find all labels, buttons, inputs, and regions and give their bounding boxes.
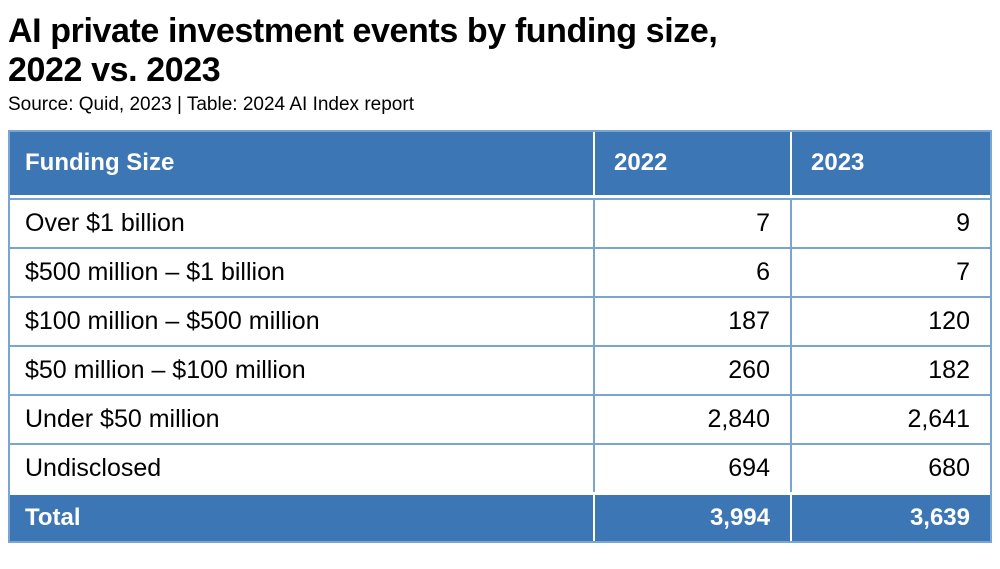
row-value-2023: 9 [956,208,970,237]
row-label: Over $1 billion [10,199,595,247]
page: AI private investment events by funding … [8,12,992,543]
table-total-row: Total 3,994 3,639 [10,494,990,541]
table-row: Under $50 million 2,840 2,641 [10,393,990,443]
table-row: $500 million – $1 billion 6 7 [10,246,990,296]
table-header-row: Funding Size 2022 2023 [10,131,990,195]
table-row: $100 million – $500 million 187 120 [10,295,990,345]
table-row: Undisclosed 694 680 [10,442,990,492]
row-label: Undisclosed [10,444,595,492]
row-label: $100 million – $500 million [10,297,595,345]
row-label: $500 million – $1 billion [10,248,595,296]
table-row: $50 million – $100 million 260 182 [10,344,990,394]
row-value-2022: 7 [595,199,792,247]
row-label: $50 million – $100 million [10,346,595,394]
page-title-line1: AI private investment events by funding … [8,12,718,50]
header-cell-2023: 2023 [811,149,865,176]
source-line: Source: Quid, 2023 | Table: 2024 AI Inde… [8,93,414,115]
row-value-2022: 694 [595,444,792,492]
header-cell-2022: 2022 [595,131,792,195]
total-label: Total [10,494,595,541]
row-value-2022: 2,840 [595,395,792,443]
row-value-2023: 182 [928,355,970,384]
total-value-2022: 3,994 [595,494,792,541]
row-value-2022: 260 [595,346,792,394]
row-value-2023: 2,641 [907,404,970,433]
header-cell-funding-size: Funding Size [10,131,595,195]
row-value-2023: 7 [956,257,970,286]
table-row: Over $1 billion 7 9 [10,197,990,247]
page-title: AI private investment events by funding … [8,12,992,90]
row-value-2022: 6 [595,248,792,296]
row-value-2023: 680 [928,453,970,482]
row-value-2022: 187 [595,297,792,345]
total-value-2023: 3,639 [909,503,970,531]
row-label: Under $50 million [10,395,595,443]
funding-table: Funding Size 2022 2023 Over $1 billion 7… [8,129,992,543]
row-value-2023: 120 [928,306,970,335]
page-title-line2: 2022 vs. 2023 [8,50,221,89]
